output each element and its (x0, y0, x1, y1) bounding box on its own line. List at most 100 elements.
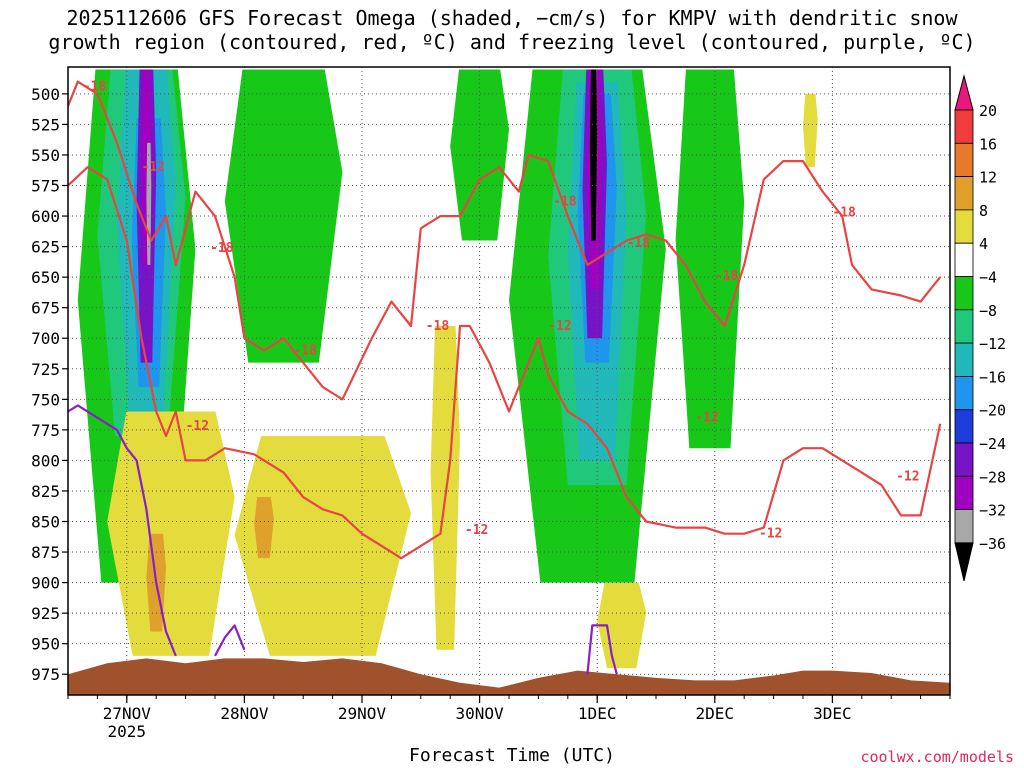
y-tick-label-850: 850 (31, 513, 60, 532)
terrain-fill (68, 658, 950, 695)
x-tick-label-5: 2DEC (696, 704, 735, 723)
y-tick-label-800: 800 (31, 451, 60, 470)
y-tick-label-825: 825 (31, 482, 60, 501)
colorbar-band-7 (954, 342, 974, 377)
omega-region-23 (254, 497, 274, 559)
contour-label-9: -18 (627, 236, 651, 251)
y-tick-label-550: 550 (31, 146, 60, 165)
omega-region-1 (224, 69, 343, 363)
colorbar-band-10 (954, 442, 974, 477)
y-tick-label-775: 775 (31, 421, 60, 440)
omega-region-4 (675, 69, 745, 449)
y-tick-label-725: 725 (31, 360, 60, 379)
x-axis-label: Forecast Time (UTC) (409, 745, 615, 766)
dendritic-contour-minus12 (68, 166, 942, 560)
contour-label-10: -18 (715, 269, 739, 284)
omega-region-16 (589, 69, 598, 241)
contour-label-2: -18 (210, 241, 234, 256)
contour-label-1: -12 (142, 160, 165, 175)
colorbar-label-6: −8 (979, 302, 997, 320)
colorbar-label-10: −24 (979, 435, 1006, 453)
omega-region-2 (450, 69, 509, 241)
y-axis: 500 525 550 575 600 625 650 675 700 725 750 775 800 8… (31, 85, 68, 684)
contour-label-3: -18 (293, 343, 317, 358)
contour-label-6: -12 (465, 523, 488, 538)
dendritic-contour-minus18 (68, 80, 942, 401)
contour-label-8: -12 (548, 319, 571, 334)
omega-shading (77, 69, 818, 669)
y-tick-label-975: 975 (31, 665, 60, 684)
y-tick-label-650: 650 (31, 268, 60, 287)
contour-label-0: -18 (83, 80, 107, 95)
colorbar-band-1 (954, 142, 974, 178)
colorbar-label-1: 16 (979, 135, 997, 153)
y-tick-label-700: 700 (31, 329, 60, 348)
y-tick-label-575: 575 (31, 177, 60, 196)
omega-region-18 (234, 435, 411, 656)
colorbar-label-0: 20 (979, 102, 997, 120)
y-tick-label-925: 925 (31, 604, 60, 623)
x-tick-label-2: 29NOV (338, 704, 387, 723)
y-tick-label-500: 500 (31, 85, 60, 104)
colorbar-label-11: −28 (979, 468, 1006, 486)
colorbar-label-5: −4 (979, 269, 997, 287)
site-credit: coolwx.com/models (860, 748, 1014, 766)
colorbar-label-12: −32 (979, 502, 1006, 520)
freezing-level-contour-3 (586, 624, 618, 675)
colorbar-label-3: 8 (979, 202, 988, 220)
contour-label-13: -18 (832, 205, 856, 220)
colorbar-label-13: −36 (979, 535, 1006, 553)
colorbar-band-9 (954, 409, 974, 444)
omega-region-19 (430, 326, 460, 650)
colorbar-top-arrow (954, 74, 974, 111)
y-tick-label-625: 625 (31, 238, 60, 257)
colorbar-band-2 (954, 176, 974, 211)
colorbar-band-0 (954, 109, 974, 144)
y-tick-label-675: 675 (31, 299, 60, 318)
x-tick-sublabel-0: 2025 (108, 722, 147, 741)
y-tick-label-900: 900 (31, 574, 60, 593)
colorbar-label-4: 4 (979, 235, 988, 253)
omega-region-21 (803, 93, 818, 168)
chart-title-line2: growth region (contoured, red, ºC) and f… (48, 30, 976, 54)
y-tick-label-950: 950 (31, 635, 60, 654)
freezing-level-contour-2 (214, 624, 246, 657)
colorbar: 20 16 12 8 4 −4 −8 −12 −16 −20 −24 −28 −32 −36 (954, 74, 1006, 582)
grid-lines (68, 67, 950, 695)
contour-label-5: -18 (426, 319, 450, 334)
colorbar-band-5 (954, 276, 974, 311)
x-tick-label-1: 28NOV (220, 704, 269, 723)
contour-label-11: -12 (695, 411, 718, 426)
y-tick-label-875: 875 (31, 543, 60, 562)
colorbar-band-3 (954, 209, 974, 244)
y-tick-label-525: 525 (31, 115, 60, 134)
contour-label-4: -12 (186, 419, 209, 434)
x-tick-label-0: 27NOV (103, 704, 152, 723)
colorbar-band-8 (954, 375, 974, 411)
colorbar-label-8: −16 (979, 368, 1006, 386)
colorbar-label-2: 12 (979, 169, 997, 187)
x-tick-label-4: 1DEC (578, 704, 617, 723)
y-tick-label-600: 600 (31, 207, 60, 226)
freezing-level-contour (68, 404, 177, 657)
chart-title-line1: 2025112606 GFS Forecast Omega (shaded, −… (66, 6, 958, 30)
omega-region-15 (146, 142, 152, 265)
contour-label-7: -18 (553, 194, 577, 209)
colorbar-bottom-arrow (954, 542, 974, 582)
y-tick-label-750: 750 (31, 390, 60, 409)
colorbar-band-12 (954, 509, 974, 544)
x-tick-label-6: 3DEC (813, 704, 852, 723)
contour-lines (68, 80, 942, 675)
colorbar-band-11 (954, 475, 974, 510)
contour-label-14: -12 (896, 469, 919, 484)
x-tick-label-3: 30NOV (456, 704, 505, 723)
terrain-area (68, 658, 950, 695)
colorbar-label-7: −12 (979, 335, 1006, 353)
contour-label-12: -12 (759, 527, 782, 542)
colorbar-label-9: −20 (979, 402, 1006, 420)
contour-labels: -18 -12 -18 -18 -12 -18 -12 -18 -12 -18 -18 -12 -12 -… (83, 80, 920, 542)
colorbar-band-6 (954, 309, 974, 344)
colorbar-band-4 (954, 242, 974, 277)
